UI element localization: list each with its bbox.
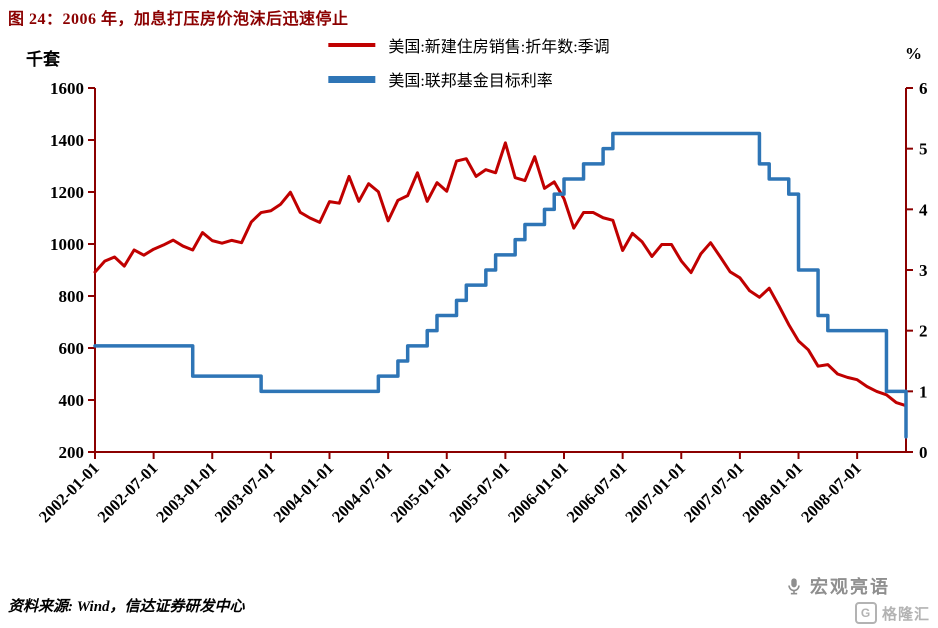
x-tick-label: 2008-01-01 <box>738 458 806 526</box>
x-tick-label: 2005-07-01 <box>445 458 513 526</box>
y-left-tick-label: 1200 <box>50 183 84 202</box>
x-tick-label: 2005-01-01 <box>387 458 455 526</box>
y-right-tick-label: 3 <box>919 261 928 280</box>
watermark-brand: 宏观亮语 <box>785 573 890 599</box>
y-left-tick-label: 400 <box>59 391 85 410</box>
x-tick-label: 2003-07-01 <box>211 458 279 526</box>
y-left-tick-label: 600 <box>59 339 85 358</box>
legend-item-home-sales: 美国:新建住房销售:折年数:季调 <box>328 33 610 57</box>
y-left-tick-label: 1600 <box>50 79 84 98</box>
x-tick-label: 2002-01-01 <box>35 458 103 526</box>
y-right-tick-label: 4 <box>919 200 928 219</box>
source-note: 资料来源: Wind，信达证券研发中心 <box>8 599 245 615</box>
chart-title: 图 24：2006 年，加息打压房价泡沫后迅速停止 <box>8 11 349 28</box>
right-axis-unit-label: % <box>905 44 922 63</box>
x-tick-label: 2006-07-01 <box>563 458 631 526</box>
legend-label-fed-funds-rate: 美国:联邦基金目标利率 <box>388 73 553 90</box>
x-tick-label: 2006-01-01 <box>504 458 572 526</box>
x-tick-label: 2007-07-01 <box>680 458 748 526</box>
gelonghui-logo-icon: G <box>854 602 877 624</box>
y-right-tick-label: 2 <box>919 322 928 341</box>
y-right-tick-label: 0 <box>919 443 928 462</box>
x-tick-label: 2004-07-01 <box>328 458 396 526</box>
microphone-icon <box>788 578 800 595</box>
y-left-tick-label: 1400 <box>50 131 84 150</box>
watermark-logo: G 格隆汇 <box>854 602 930 624</box>
left-axis-unit-label: 千套 <box>26 50 60 69</box>
x-tick-label: 2008-07-01 <box>797 458 865 526</box>
y-left-tick-label: 800 <box>59 287 85 306</box>
red-line-swatch <box>328 43 376 47</box>
y-right-tick-label: 6 <box>919 79 928 98</box>
x-tick-label: 2002-07-01 <box>94 458 162 526</box>
legend-label-home-sales: 美国:新建住房销售:折年数:季调 <box>388 39 610 56</box>
y-left-tick-label: 1000 <box>50 235 84 254</box>
x-tick-label: 2007-01-01 <box>621 458 689 526</box>
y-right-tick-label: 5 <box>919 140 928 159</box>
legend-item-fed-funds-rate: 美国:联邦基金目标利率 <box>328 67 609 91</box>
x-tick-label: 2003-01-01 <box>152 458 220 526</box>
watermark-logo-text: 格隆汇 <box>881 606 930 623</box>
fed-funds-rate-series-line <box>93 131 908 439</box>
blue-line-swatch <box>328 75 376 83</box>
y-right-tick-label: 1 <box>919 382 928 401</box>
home-sales-series-line <box>93 141 908 408</box>
y-left-tick-label: 200 <box>59 443 85 462</box>
legend: 美国:新建住房销售:折年数:季调 美国:联邦基金目标利率 <box>328 33 610 91</box>
x-tick-label: 2004-01-01 <box>269 458 337 526</box>
watermark: 宏观亮语 G 格隆汇 <box>785 573 930 624</box>
watermark-brand-text: 宏观亮语 <box>810 577 890 597</box>
